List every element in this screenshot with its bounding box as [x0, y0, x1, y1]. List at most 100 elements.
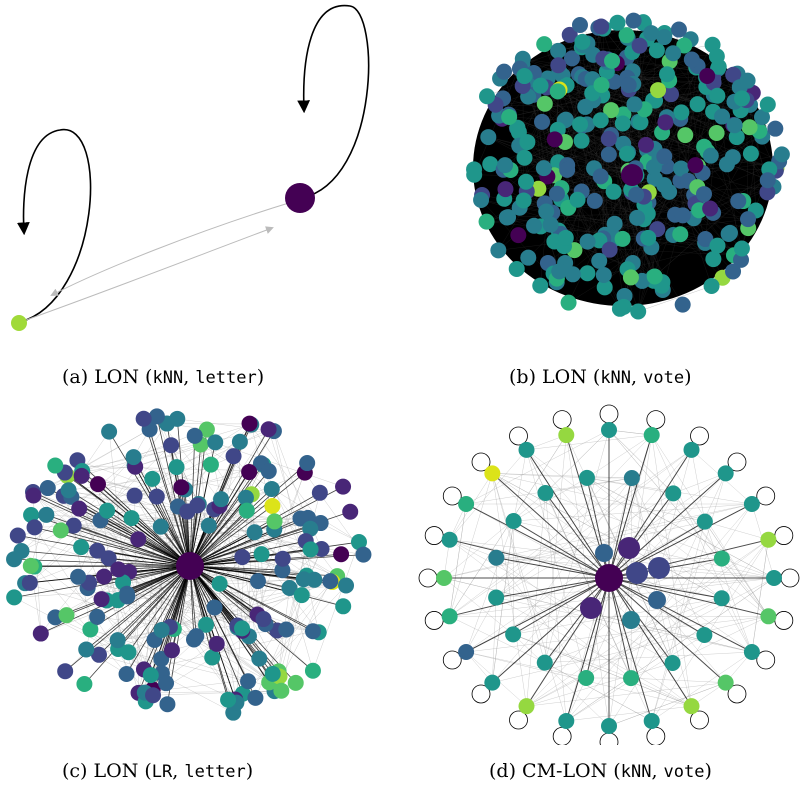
graph-node — [510, 227, 527, 244]
graph-node — [604, 52, 621, 69]
graph-edge — [608, 577, 632, 679]
graph-node — [152, 518, 169, 535]
graph-node — [532, 277, 549, 294]
graph-node — [561, 26, 578, 43]
graph-edge — [449, 539, 497, 558]
graph-node — [158, 675, 175, 692]
graph-node — [52, 522, 69, 539]
graph-node — [516, 68, 533, 85]
graph-node — [740, 211, 757, 228]
graph-node — [733, 240, 750, 257]
graph-node — [614, 230, 631, 247]
graph-node — [39, 480, 56, 497]
graph-node — [58, 607, 75, 624]
graph-node — [13, 542, 30, 559]
graph-node — [725, 263, 742, 280]
graph-node — [518, 441, 535, 458]
graph-edge — [449, 503, 467, 617]
graph-node — [490, 242, 507, 259]
graph-edge — [526, 539, 769, 707]
graph-node — [153, 621, 170, 638]
graph-edge — [465, 520, 514, 653]
graph-edge — [586, 539, 769, 679]
graph-edge — [449, 539, 722, 599]
graph-node — [600, 146, 617, 163]
graph-node — [630, 303, 647, 320]
graph-edge — [189, 463, 262, 567]
graph-edge — [126, 565, 191, 675]
graph-edge — [545, 492, 610, 579]
graph-node — [126, 487, 143, 504]
graph-node — [159, 696, 176, 713]
graph-node — [436, 570, 452, 586]
graph-node — [281, 580, 298, 597]
caption-b-model: kNN — [600, 368, 632, 388]
graph-node — [264, 665, 281, 682]
graph-edge — [100, 520, 236, 700]
graph-node — [683, 698, 700, 715]
graph-edge — [171, 630, 243, 651]
caption-d-post: ) — [704, 760, 712, 782]
graph-edge — [608, 577, 769, 617]
graph-node — [251, 650, 268, 667]
graph-node — [100, 550, 117, 567]
graph-edge — [248, 494, 252, 637]
graph-node — [564, 266, 581, 283]
graph-edge — [449, 616, 545, 663]
graph-node — [759, 96, 776, 113]
graph-node — [638, 136, 655, 153]
graph-node — [109, 632, 126, 649]
graph-edge — [608, 154, 676, 215]
graph-node — [595, 564, 623, 592]
graph-node — [89, 542, 106, 559]
graph-edge — [96, 565, 191, 618]
graph-edge — [443, 577, 514, 635]
graph-edge — [545, 492, 775, 579]
graph-node — [110, 561, 127, 578]
graph-node — [537, 484, 554, 501]
graph-edge — [651, 434, 753, 653]
caption-d-sep: , — [651, 760, 664, 782]
graph-node — [631, 37, 648, 54]
graph-node — [708, 48, 725, 65]
graph-edge — [631, 477, 705, 636]
graph-node — [741, 119, 758, 136]
graph-edge — [189, 472, 306, 567]
self-loop-edge — [509, 710, 528, 730]
graph-node — [759, 172, 776, 189]
graph-edge — [29, 488, 272, 584]
graph-node — [542, 216, 559, 233]
graph-node — [643, 712, 660, 729]
graph-node — [6, 589, 23, 606]
graph-node — [536, 654, 553, 671]
graph-node — [322, 573, 339, 590]
graph-edge — [134, 466, 191, 567]
graph-edge — [492, 473, 705, 522]
graph-node — [22, 557, 39, 574]
graph-edge — [566, 577, 775, 722]
graph-edge — [526, 492, 546, 707]
graph-node — [709, 237, 726, 254]
graph-node — [207, 434, 224, 451]
graph-node — [225, 448, 242, 465]
graph-node — [249, 573, 266, 590]
graph-edge — [106, 510, 191, 567]
graph-node — [299, 455, 316, 472]
graph-edge — [85, 565, 191, 650]
self-loop-edge — [424, 611, 444, 630]
graph-node — [673, 160, 690, 177]
graph-node — [237, 489, 254, 506]
graph-node — [734, 90, 751, 107]
graph-edge — [73, 525, 191, 567]
graph-edge — [90, 565, 191, 630]
graph-node — [601, 241, 618, 258]
graph-node — [220, 691, 237, 708]
graph-node — [304, 623, 321, 640]
graph-node — [484, 465, 501, 482]
graph-node — [573, 132, 590, 149]
graph-node — [516, 149, 533, 166]
graph-panel-c: (c) LON (LR, letter) — [0, 400, 400, 798]
graph-node — [620, 77, 637, 94]
graph-edge — [34, 527, 146, 693]
graph-node — [699, 68, 716, 85]
